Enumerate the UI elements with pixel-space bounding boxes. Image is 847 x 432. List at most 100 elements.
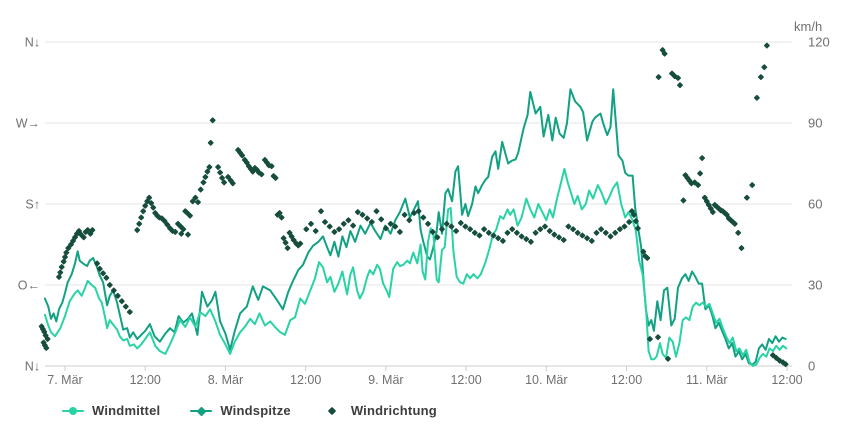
- windspitze-marker-icon: [190, 404, 213, 418]
- windrichtung-point: [504, 229, 511, 236]
- windrichtung-point: [200, 179, 207, 186]
- windrichtung-point: [731, 220, 738, 227]
- windrichtung-point: [467, 226, 474, 233]
- windrichtung-point: [282, 239, 289, 246]
- windrichtung-point: [96, 265, 103, 272]
- windrichtung-point: [229, 180, 236, 187]
- windrichtung-point: [626, 219, 633, 225]
- windrichtung-point: [462, 223, 469, 230]
- chart-legend: Windmittel Windspitze Windrichtung: [62, 403, 437, 418]
- windrichtung-point: [677, 82, 683, 89]
- windrichtung-point: [607, 233, 614, 240]
- legend-item-windrichtung[interactable]: Windrichtung: [321, 403, 437, 418]
- windrichtung-point: [411, 210, 417, 216]
- windrichtung-point: [197, 186, 204, 193]
- windrichtung-point: [523, 236, 530, 243]
- windrichtung-point: [476, 232, 483, 239]
- x-axis-tick-label: 12:00: [130, 373, 161, 387]
- windrichtung-point: [312, 228, 319, 234]
- windrichtung-point: [429, 228, 436, 235]
- windmittel-line: [43, 167, 788, 367]
- windrichtung-point: [345, 217, 352, 224]
- windrichtung-point: [634, 225, 641, 232]
- windrichtung-point: [490, 232, 497, 239]
- windrichtung-point: [443, 220, 450, 227]
- windrichtung-point: [632, 218, 639, 225]
- windrichtung-point: [378, 216, 385, 223]
- windrichtung-point: [513, 229, 520, 236]
- windrichtung-point: [276, 210, 283, 216]
- windrichtung-point: [114, 292, 121, 299]
- windrichtung-point: [161, 218, 168, 225]
- windrichtung-point: [518, 233, 525, 240]
- windrichtung-point: [655, 334, 661, 341]
- windspitze-line: [43, 88, 787, 366]
- windrichtung-point: [401, 211, 408, 218]
- windrichtung-point: [164, 221, 171, 228]
- windrichtung-point: [65, 245, 72, 252]
- windrichtung-point: [675, 75, 681, 81]
- legend-label-windmittel: Windmittel: [92, 403, 161, 418]
- x-axis-tick-label: 10. Mär: [525, 373, 567, 387]
- windrichtung-point: [280, 235, 287, 242]
- windrichtung-point: [532, 229, 539, 236]
- y-axis-right-tick-label: 30: [808, 278, 822, 293]
- legend-label-windspitze: Windspitze: [220, 403, 291, 418]
- windrichtung-point: [439, 226, 445, 233]
- y-axis-right-tick-label: 0: [808, 359, 815, 374]
- y-axis-left-direction-label: N↓: [25, 360, 40, 374]
- windrichtung-point: [612, 229, 619, 236]
- windrichtung-point: [396, 228, 403, 235]
- windrichtung-point: [219, 174, 226, 181]
- windrichtung-point: [225, 174, 232, 180]
- windrichtung-point: [655, 74, 662, 81]
- windrichtung-point: [763, 42, 770, 49]
- windrichtung-point: [749, 182, 756, 189]
- windrichtung-point: [453, 228, 460, 234]
- windrichtung-point: [695, 182, 702, 189]
- y-axis-right-tick-label: 90: [808, 116, 822, 131]
- windrichtung-point: [588, 237, 595, 244]
- windrichtung-point: [542, 223, 548, 230]
- windrichtung-point: [584, 235, 591, 242]
- windrichtung-point: [340, 220, 347, 227]
- windrichtung-point: [602, 229, 609, 236]
- windrichtung-point: [239, 152, 246, 159]
- windrichtung-point: [297, 240, 304, 247]
- windrichtung-point: [499, 237, 506, 244]
- windrichtung-marker-icon: [327, 406, 337, 415]
- legend-item-windspitze[interactable]: Windspitze: [190, 403, 291, 418]
- x-axis-tick-label: 7. Mär: [47, 373, 82, 387]
- windrichtung-point: [699, 155, 706, 162]
- windrichtung-point: [509, 226, 516, 233]
- windrichtung-point: [560, 237, 567, 243]
- windrichtung-point: [63, 249, 70, 256]
- windrichtung-point: [43, 345, 50, 351]
- windrichtung-point: [94, 260, 101, 267]
- x-axis-tick-label: 12:00: [611, 373, 642, 387]
- windrichtung-point: [44, 336, 51, 342]
- windmittel-marker-icon: [62, 404, 84, 418]
- windrichtung-point: [202, 174, 209, 180]
- windrichtung-point: [178, 230, 185, 237]
- windrichtung-point: [284, 245, 291, 252]
- windrichtung-point: [336, 226, 343, 233]
- windrichtung-point: [350, 222, 357, 229]
- windrichtung-point: [89, 227, 96, 234]
- windrichtung-point: [546, 228, 553, 234]
- windrichtung-point: [527, 238, 534, 245]
- windrichtung-point: [189, 198, 196, 205]
- windrichtung-point: [258, 171, 265, 178]
- windrichtung-point: [574, 229, 581, 236]
- windrichtung-point: [761, 64, 768, 71]
- windrichtung-point: [126, 309, 133, 315]
- windrichtung-point: [268, 163, 275, 170]
- windrichtung-point: [738, 245, 745, 252]
- y-axis-right-tick-label: 60: [808, 197, 822, 212]
- windrichtung-point: [537, 226, 544, 233]
- y-axis-left-direction-label: N↓: [25, 36, 40, 50]
- windrichtung-point: [354, 209, 361, 216]
- legend-item-windmittel[interactable]: Windmittel: [62, 403, 160, 418]
